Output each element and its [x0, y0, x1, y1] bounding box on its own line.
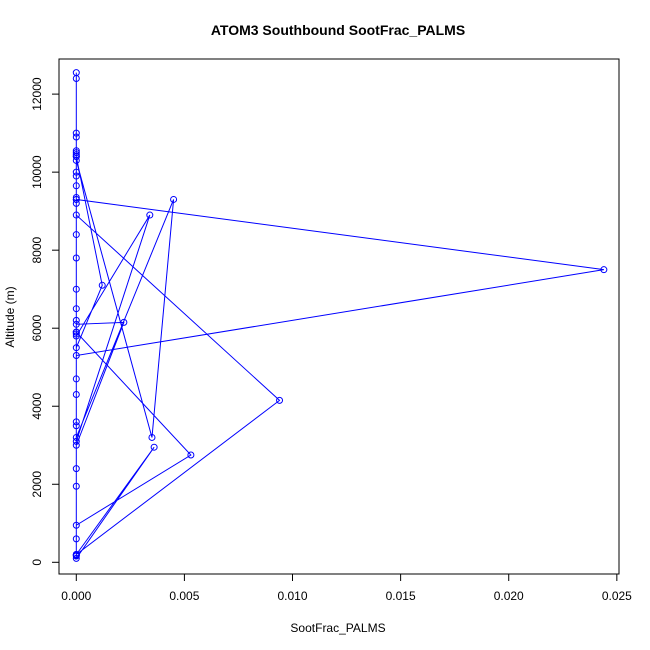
data-point: [72, 211, 80, 219]
data-point: [146, 211, 154, 219]
data-point: [150, 443, 158, 451]
x-tick-label: 0.005: [169, 589, 199, 603]
data-point: [72, 391, 80, 399]
data-point: [72, 433, 80, 441]
data-point: [72, 344, 80, 352]
y-axis: 0 2000 4000 6000 8000 10000 12000: [30, 77, 59, 566]
x-tick-label: 0.010: [277, 589, 307, 603]
y-tick-label: 0: [30, 559, 44, 566]
y-tick-label: 12000: [30, 77, 44, 111]
x-tick-label: 0.020: [494, 589, 524, 603]
data-point: [72, 465, 80, 473]
data-point: [72, 172, 80, 180]
data-point: [276, 396, 284, 404]
series-line: [75, 72, 604, 560]
x-tick-label: 0.000: [61, 589, 91, 603]
data-point: [72, 422, 80, 430]
data-point: [600, 266, 608, 274]
data-point: [72, 554, 80, 562]
data-point: [72, 441, 80, 449]
data-point: [72, 521, 80, 529]
data-point: [72, 418, 80, 426]
data-point: [72, 149, 80, 157]
data-point: [98, 281, 106, 289]
data-point: [120, 318, 128, 326]
data-point: [72, 153, 80, 161]
data-point: [72, 195, 80, 203]
data-point: [72, 550, 80, 558]
data-point: [148, 433, 156, 441]
data-point: [72, 133, 80, 141]
y-tick-label: 10000: [30, 155, 44, 189]
data-point: [72, 129, 80, 137]
data-point: [72, 285, 80, 293]
y-axis-label: Altitude (m): [3, 286, 17, 347]
data-point: [72, 482, 80, 490]
data-point: [72, 375, 80, 383]
y-tick-label: 4000: [30, 393, 44, 420]
data-point: [72, 75, 80, 83]
data-point: [72, 352, 80, 360]
data-point: [72, 316, 80, 324]
y-tick-label: 6000: [30, 315, 44, 342]
data-point: [72, 199, 80, 207]
x-tick-label: 0.025: [602, 589, 632, 603]
data-point: [72, 332, 80, 340]
x-tick-label: 0.015: [386, 589, 416, 603]
plot-frame: [58, 58, 620, 575]
data-point: [72, 305, 80, 313]
data-point: [72, 437, 80, 445]
data-point: [72, 535, 80, 543]
data-point: [170, 195, 178, 203]
data-point: [72, 254, 80, 262]
x-axis-label: SootFrac_PALMS: [290, 621, 385, 635]
chart-title: ATOM3 Southbound SootFrac_PALMS: [211, 22, 465, 38]
data-point: [72, 231, 80, 239]
y-tick-label: 2000: [30, 471, 44, 498]
data-point: [72, 328, 80, 336]
y-tick-label: 8000: [30, 237, 44, 264]
series-group: [72, 69, 608, 562]
x-axis: 0.000 0.005 0.010 0.015 0.020 0.025: [61, 574, 632, 603]
data-point: [72, 320, 80, 328]
data-point: [72, 182, 80, 190]
data-point: [72, 156, 80, 164]
data-point: [72, 168, 80, 176]
data-point: [72, 330, 80, 338]
data-point: [187, 451, 195, 459]
